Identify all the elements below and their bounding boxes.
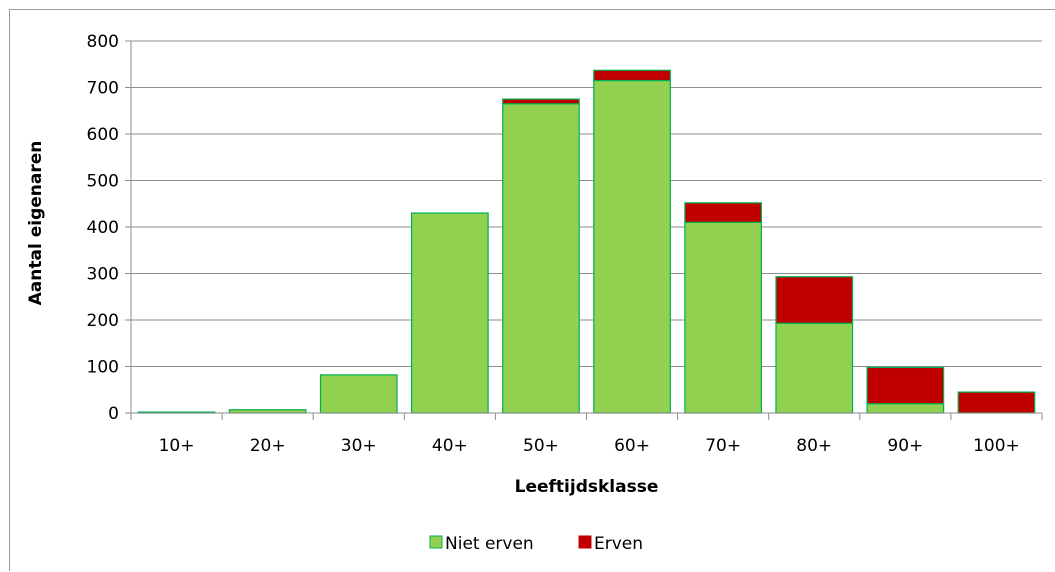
legend: Niet erven Erven bbox=[429, 534, 643, 554]
gridlines bbox=[131, 40, 1042, 367]
bar-niet-erven-30 bbox=[319, 374, 398, 414]
x-tick-label-80: 80+ bbox=[796, 436, 832, 456]
bar-erven-70 bbox=[684, 202, 763, 223]
y-tick-label-700: 700 bbox=[87, 79, 119, 99]
bar-niet-erven-70 bbox=[684, 221, 763, 414]
x-axis-title: Leeftijdsklasse bbox=[515, 477, 659, 497]
bar-niet-erven-80 bbox=[775, 322, 854, 414]
bar-erven-50 bbox=[502, 98, 580, 105]
x-tick-label-20: 20+ bbox=[250, 436, 286, 456]
y-tick-label-400: 400 bbox=[87, 218, 119, 238]
bar-niet-erven-90 bbox=[866, 403, 945, 414]
tick-labels: 0 100 200 300 400 500 600 700 800 10+ 20+ 30+ 40+ 50+… bbox=[87, 32, 1020, 456]
x-tick-label-90: 90+ bbox=[887, 436, 923, 456]
bar-erven-90 bbox=[866, 366, 945, 405]
legend-swatch-erven bbox=[578, 535, 592, 549]
stacked-bar-chart: 0 100 200 300 400 500 600 700 800 10+ 20+ 30+ 40+ 50+… bbox=[26, 32, 1043, 554]
x-tick-label-60: 60+ bbox=[614, 436, 650, 456]
legend-label-erven: Erven bbox=[594, 534, 643, 554]
bars bbox=[137, 69, 1036, 414]
y-tick-label-100: 100 bbox=[87, 358, 119, 378]
x-tick-label-40: 40+ bbox=[432, 436, 468, 456]
y-axis-title: Aantal eigenaren bbox=[26, 141, 46, 306]
y-tick-label-200: 200 bbox=[87, 311, 119, 331]
legend-label-niet-erven: Niet erven bbox=[445, 534, 534, 554]
bar-niet-erven-40 bbox=[410, 212, 489, 414]
axes bbox=[125, 40, 1043, 420]
bar-erven-100 bbox=[957, 391, 1036, 414]
x-tick-label-100: 100+ bbox=[973, 436, 1020, 456]
bar-niet-erven-50 bbox=[502, 103, 580, 414]
y-tick-label-300: 300 bbox=[87, 265, 119, 285]
x-tick-label-70: 70+ bbox=[705, 436, 741, 456]
y-tick-label-600: 600 bbox=[87, 125, 119, 145]
x-tick-label-10: 10+ bbox=[159, 436, 195, 456]
x-tick-label-50: 50+ bbox=[523, 436, 559, 456]
y-tick-label-500: 500 bbox=[87, 172, 119, 192]
bar-niet-erven-60 bbox=[593, 79, 671, 414]
x-tick-label-30: 30+ bbox=[341, 436, 377, 456]
legend-swatch-niet-erven bbox=[429, 535, 443, 549]
chart-frame: 0 100 200 300 400 500 600 700 800 10+ 20+ 30+ 40+ 50+… bbox=[9, 9, 1055, 571]
bar-erven-60 bbox=[593, 69, 671, 82]
y-tick-label-0: 0 bbox=[108, 404, 119, 424]
bar-erven-80 bbox=[775, 276, 854, 324]
y-tick-label-800: 800 bbox=[87, 32, 119, 52]
